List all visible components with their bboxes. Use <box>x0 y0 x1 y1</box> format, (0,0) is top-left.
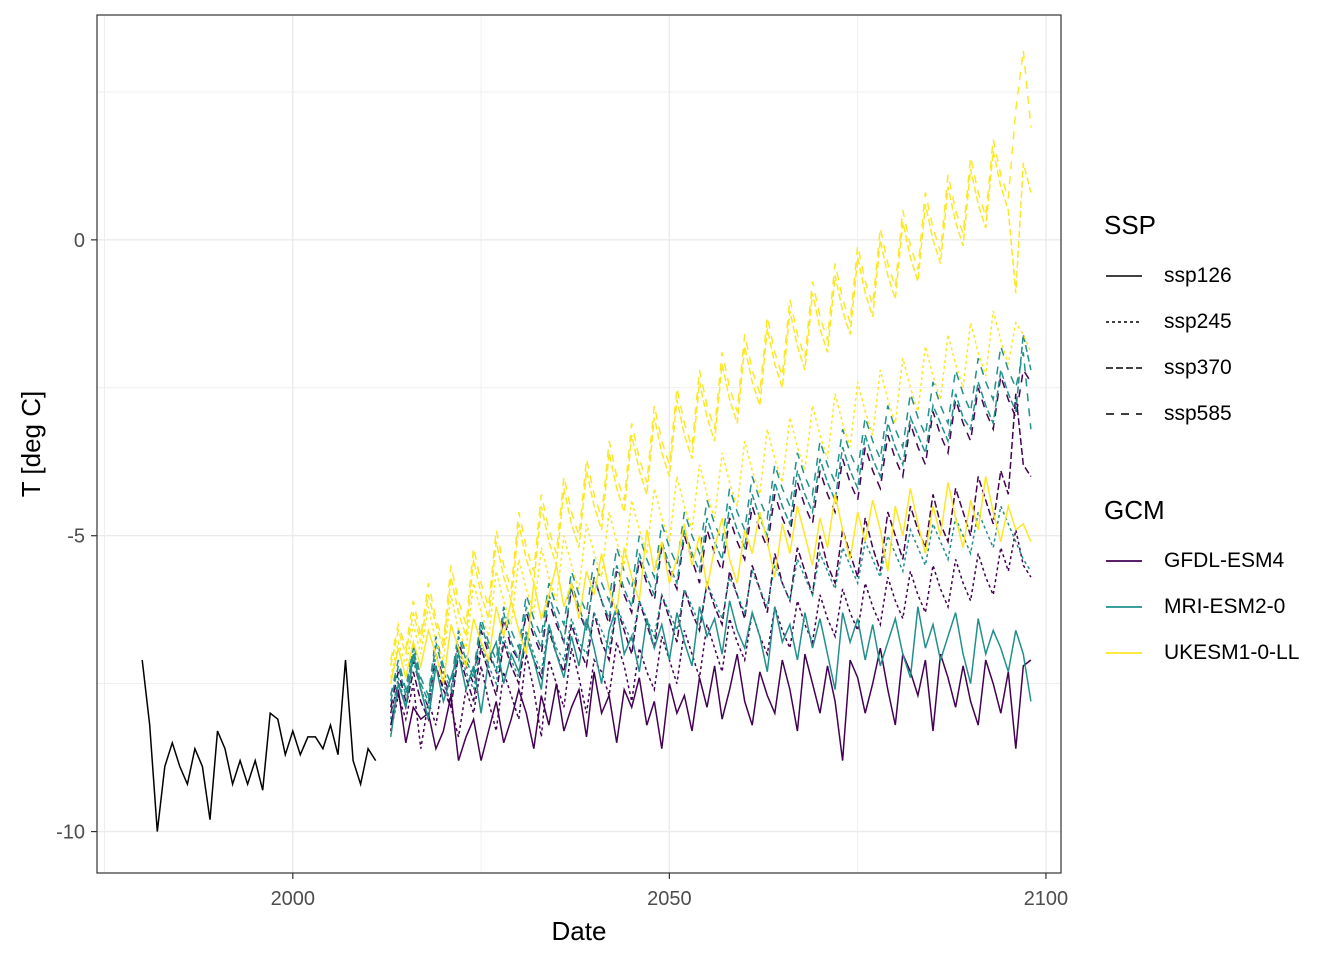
legend-label-gfdl-esm4: GFDL-ESM4 <box>1164 549 1285 572</box>
legend-ssp-items: ssp126 ssp245 ssp370 ssp585 <box>1104 253 1232 437</box>
y-tick-label: -5 <box>67 526 85 548</box>
legend-item-ssp245: ssp245 <box>1104 299 1232 345</box>
series-ukesm1-0-ll-ssp585 <box>389 50 1032 661</box>
series-ukesm1-0-ll-ssp126 <box>389 476 1032 684</box>
legend-label-ssp245: ssp245 <box>1164 310 1232 333</box>
legend-item-mri-esm2-0: MRI-ESM2-0 <box>1104 584 1299 630</box>
x-tick-label: 2050 <box>647 888 692 910</box>
ticks: 2000 2050 2100 -10 -5 0 <box>56 230 1068 910</box>
plot-border <box>96 14 1062 874</box>
series-gfdl-esm4-ssp245 <box>389 529 1032 749</box>
series-mri-esm2-0-ssp370 <box>389 334 1032 705</box>
legend-label-ssp370: ssp370 <box>1164 356 1232 379</box>
series-gfdl-esm4-ssp585 <box>389 367 1032 711</box>
legend-gcm: GCM GFDL-ESM4 MRI-ESM2-0 UKESM1-0-LL <box>1104 495 1299 676</box>
x-tick-label: 2000 <box>271 888 316 910</box>
legend-key-ukesm1-0-ll <box>1106 652 1142 654</box>
legend-item-gfdl-esm4: GFDL-ESM4 <box>1104 538 1299 584</box>
legend-label-ssp585: ssp585 <box>1164 402 1232 425</box>
legend-ssp-title: SSP <box>1104 210 1157 240</box>
series-mri-esm2-0-ssp126 <box>389 600 1032 738</box>
legend-key-ssp126 <box>1106 275 1142 277</box>
legend-label-ukesm1-0-ll: UKESM1-0-LL <box>1164 641 1300 664</box>
plot-background <box>97 15 1061 873</box>
series-ukesm1-0-ll-ssp370 <box>389 150 1032 667</box>
legend-item-ukesm1-0-ll: UKESM1-0-LL <box>1104 630 1299 676</box>
series-ukesm1-0-ll-ssp245 <box>389 310 1032 678</box>
legend-key-mri-esm2-0 <box>1106 606 1142 608</box>
legend-item-ssp585: ssp585 <box>1104 391 1232 437</box>
legend-key-gfdl-esm4 <box>1106 560 1142 562</box>
series-layer <box>141 50 1032 832</box>
legend-key-ssp370 <box>1106 367 1142 369</box>
series-gfdl-esm4-ssp370 <box>389 393 1032 722</box>
series-gfdl-esm4-ssp126 <box>389 647 1032 761</box>
series-mri-esm2-0-ssp245 <box>389 503 1032 720</box>
legend-gcm-title: GCM <box>1104 495 1165 525</box>
legend-key-ssp585 <box>1106 413 1142 415</box>
legend-key-ssp245 <box>1106 321 1142 323</box>
legend-label-ssp126: ssp126 <box>1164 264 1232 287</box>
legend-label-mri-esm2-0: MRI-ESM2-0 <box>1164 595 1286 618</box>
y-axis-label: T [deg C] <box>16 391 46 497</box>
series-historical <box>141 659 377 832</box>
x-axis-label: Date <box>552 916 607 946</box>
legend-ssp: SSP ssp126 ssp245 ssp370 ssp585 <box>1104 210 1232 437</box>
x-tick-label: 2100 <box>1024 888 1069 910</box>
legend-gcm-items: GFDL-ESM4 MRI-ESM2-0 UKESM1-0-LL <box>1104 538 1299 676</box>
y-tick-label: 0 <box>74 230 85 252</box>
legend-item-ssp370: ssp370 <box>1104 345 1232 391</box>
y-tick-label: -10 <box>56 822 85 844</box>
legend-item-ssp126: ssp126 <box>1104 253 1232 299</box>
